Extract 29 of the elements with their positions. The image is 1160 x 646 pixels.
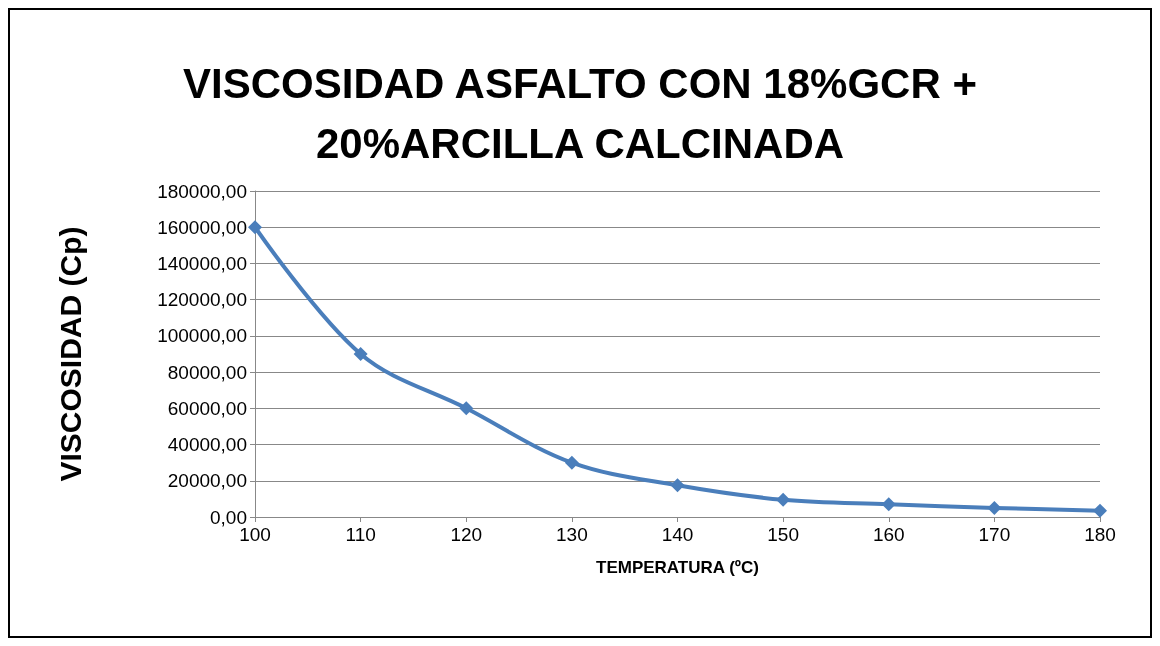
x-tick-label: 130 bbox=[556, 524, 588, 545]
point bbox=[670, 478, 685, 493]
point bbox=[776, 492, 791, 507]
y-tick-label: 20000,00 bbox=[167, 470, 247, 492]
y-tick-label: 80000,00 bbox=[167, 361, 247, 383]
x-tick-label: 170 bbox=[978, 524, 1011, 545]
point bbox=[987, 500, 1002, 515]
y-tick-label: 140000,00 bbox=[157, 252, 247, 274]
point bbox=[459, 401, 474, 416]
x-axis-title: TEMPERATURA (ºC) bbox=[596, 558, 759, 577]
x-tick-label: 110 bbox=[345, 524, 376, 545]
y-tick-label: 40000,00 bbox=[167, 434, 247, 456]
point bbox=[564, 455, 579, 470]
point bbox=[248, 220, 262, 235]
y-tick-label: 60000,00 bbox=[167, 397, 247, 419]
y-axis-title: VISCOSIDAD (Cp) bbox=[53, 226, 87, 482]
x-tick-label: 120 bbox=[450, 524, 483, 545]
y-tick-label: 180000,00 bbox=[157, 180, 247, 202]
x-tick-label: 180 bbox=[1084, 524, 1116, 545]
point bbox=[881, 497, 896, 512]
x-tick-label: 160 bbox=[872, 524, 905, 545]
point bbox=[1093, 503, 1107, 518]
y-tick-label: 160000,00 bbox=[157, 216, 247, 238]
y-tick-label: 120000,00 bbox=[157, 289, 247, 311]
x-tick-label: 150 bbox=[767, 524, 799, 545]
chart-title: VISCOSIDAD ASFALTO CON 18%GCR + 20%ARCILLA CALCINADA bbox=[183, 59, 977, 167]
x-tick-label: 140 bbox=[661, 524, 694, 545]
point bbox=[353, 347, 368, 361]
y-tick-label: 100000,00 bbox=[157, 325, 247, 347]
